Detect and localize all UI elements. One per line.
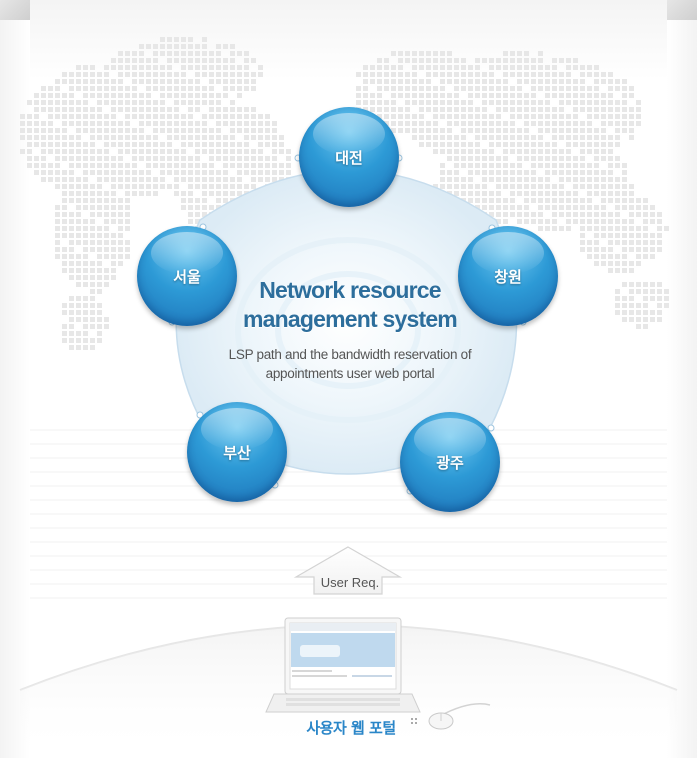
- node-daejeon: 대전: [299, 107, 399, 207]
- node-changwon-label: 창원: [494, 267, 522, 286]
- mouse-illustration: [428, 703, 491, 730]
- user-web-portal-label: 사용자 웹 포털: [306, 719, 396, 737]
- ripple-ring-inner: [275, 271, 421, 389]
- frame-right-edge: [667, 18, 697, 758]
- user-request-arrow: [293, 546, 403, 595]
- node-gwangju: 광주: [400, 412, 500, 512]
- frame-corner-left: [0, 0, 30, 20]
- node-seoul: 서울: [137, 226, 237, 326]
- node-gwangju-label: 광주: [436, 453, 464, 472]
- node-daejeon-label: 대전: [335, 148, 363, 167]
- laptop-illustration: [265, 617, 421, 713]
- frame-left-edge: [0, 18, 30, 758]
- node-busan: 부산: [187, 402, 287, 502]
- ripple-ring-outer: [235, 237, 461, 423]
- node-busan-label: 부산: [223, 443, 251, 462]
- frame-corner-right: [667, 0, 697, 20]
- user-request-label: User Req.: [320, 575, 380, 590]
- node-seoul-label: 서울: [173, 267, 201, 286]
- dots-separator: [411, 718, 417, 724]
- node-changwon: 창원: [458, 226, 558, 326]
